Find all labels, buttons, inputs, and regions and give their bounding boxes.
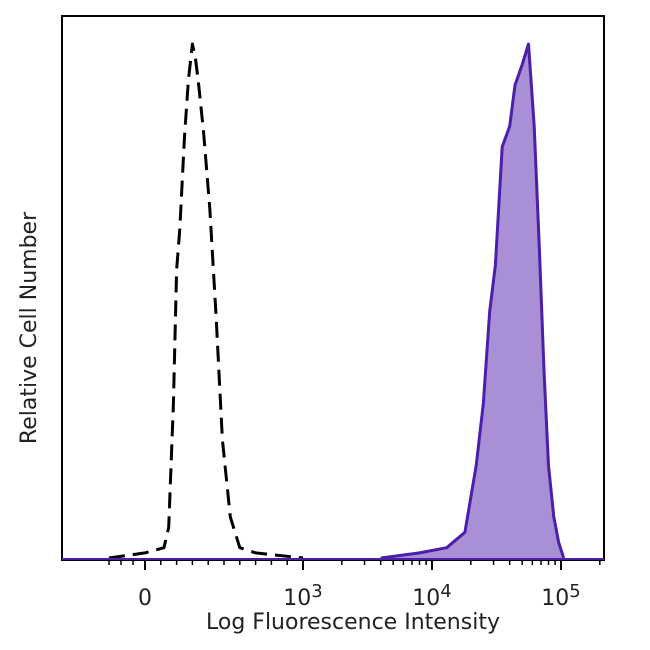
y-axis-title: Relative Cell Number — [17, 211, 42, 444]
x-tick-label: 104 — [412, 581, 451, 611]
series-1-line — [380, 42, 566, 560]
x-tick-label: 105 — [541, 581, 580, 611]
series-1-fill — [380, 44, 564, 559]
x-tick-label: 0 — [138, 586, 152, 611]
x-axis-title: Log Fluorescence Intensity — [206, 610, 500, 635]
series-layer — [62, 42, 604, 560]
x-tick-label: 103 — [283, 581, 322, 611]
series-0-line — [108, 42, 304, 560]
x-axis-ticks: 0 103 104 105 — [108, 560, 601, 611]
